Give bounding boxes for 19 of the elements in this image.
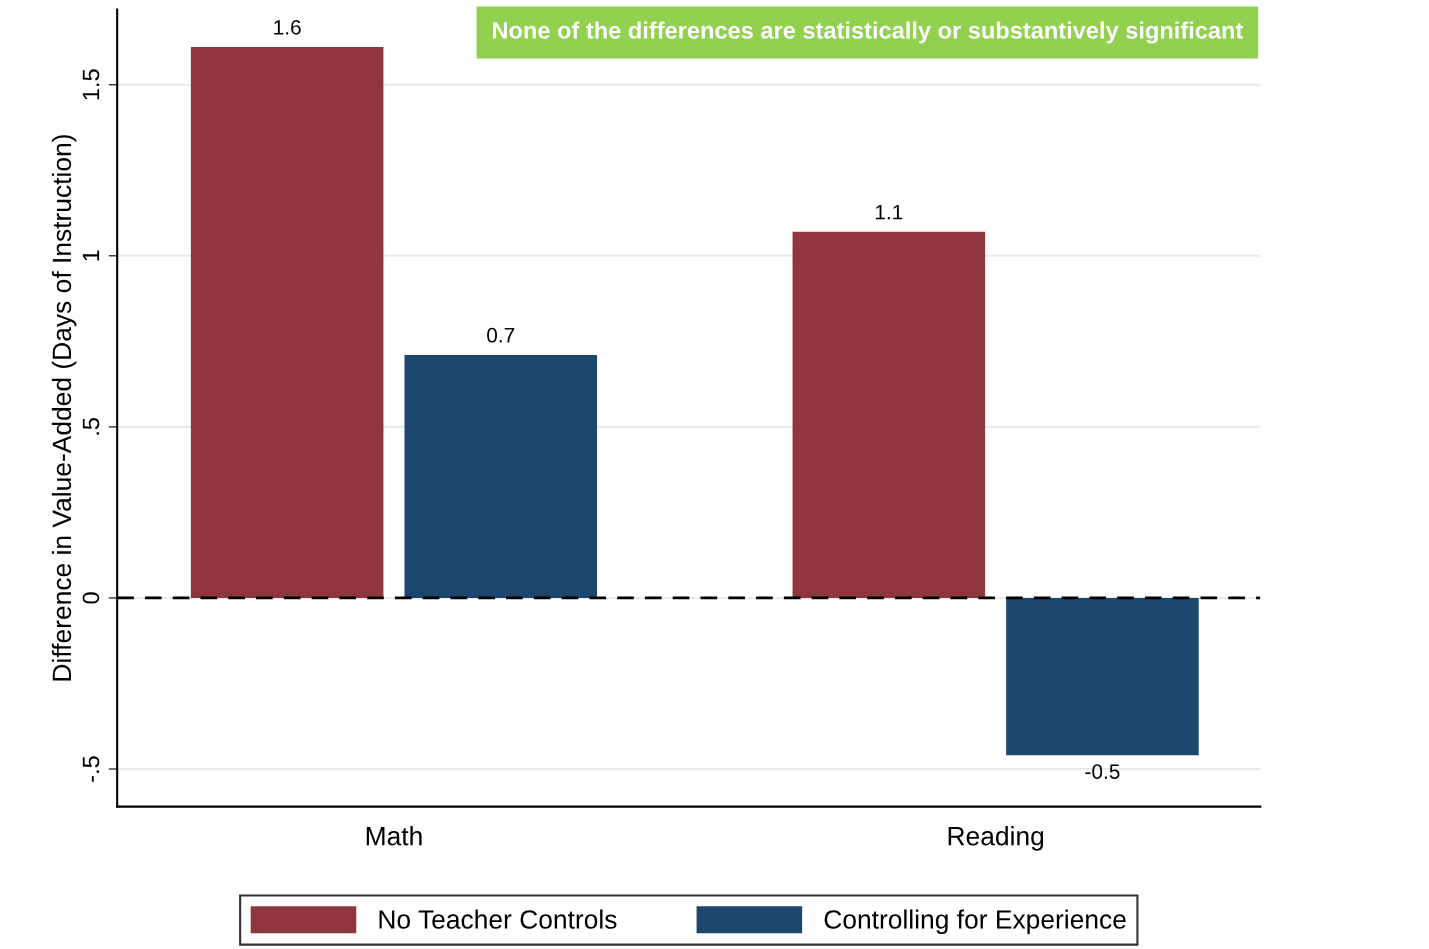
data-label: 1.6 (274, 19, 301, 35)
y-axis-title: Difference in Value-Added (Days of Instruction) (51, 135, 77, 681)
data-label: 1.1 (875, 204, 903, 220)
y-tick-label: -.5 (82, 756, 100, 782)
x-tick-label: Math (366, 826, 422, 846)
annotation: None of the differences are statistically or substantively significant (493, 21, 1244, 44)
bar (190, 47, 384, 598)
y-tick-label: 0 (82, 592, 100, 604)
bar (1006, 597, 1199, 756)
bar (792, 231, 986, 598)
data-label: 0.7 (487, 327, 515, 343)
x-tick-label: Reading (948, 826, 1044, 851)
legend-label: No Teacher Controls (379, 909, 617, 929)
legend-label: Controlling for Experience (824, 909, 1126, 935)
y-tick-label: 1 (82, 250, 100, 261)
y-tick-label: 1.5 (82, 69, 100, 100)
data-label: -0.5 (1085, 764, 1120, 779)
y-tick-label: .5 (82, 418, 100, 435)
bar (404, 355, 598, 598)
